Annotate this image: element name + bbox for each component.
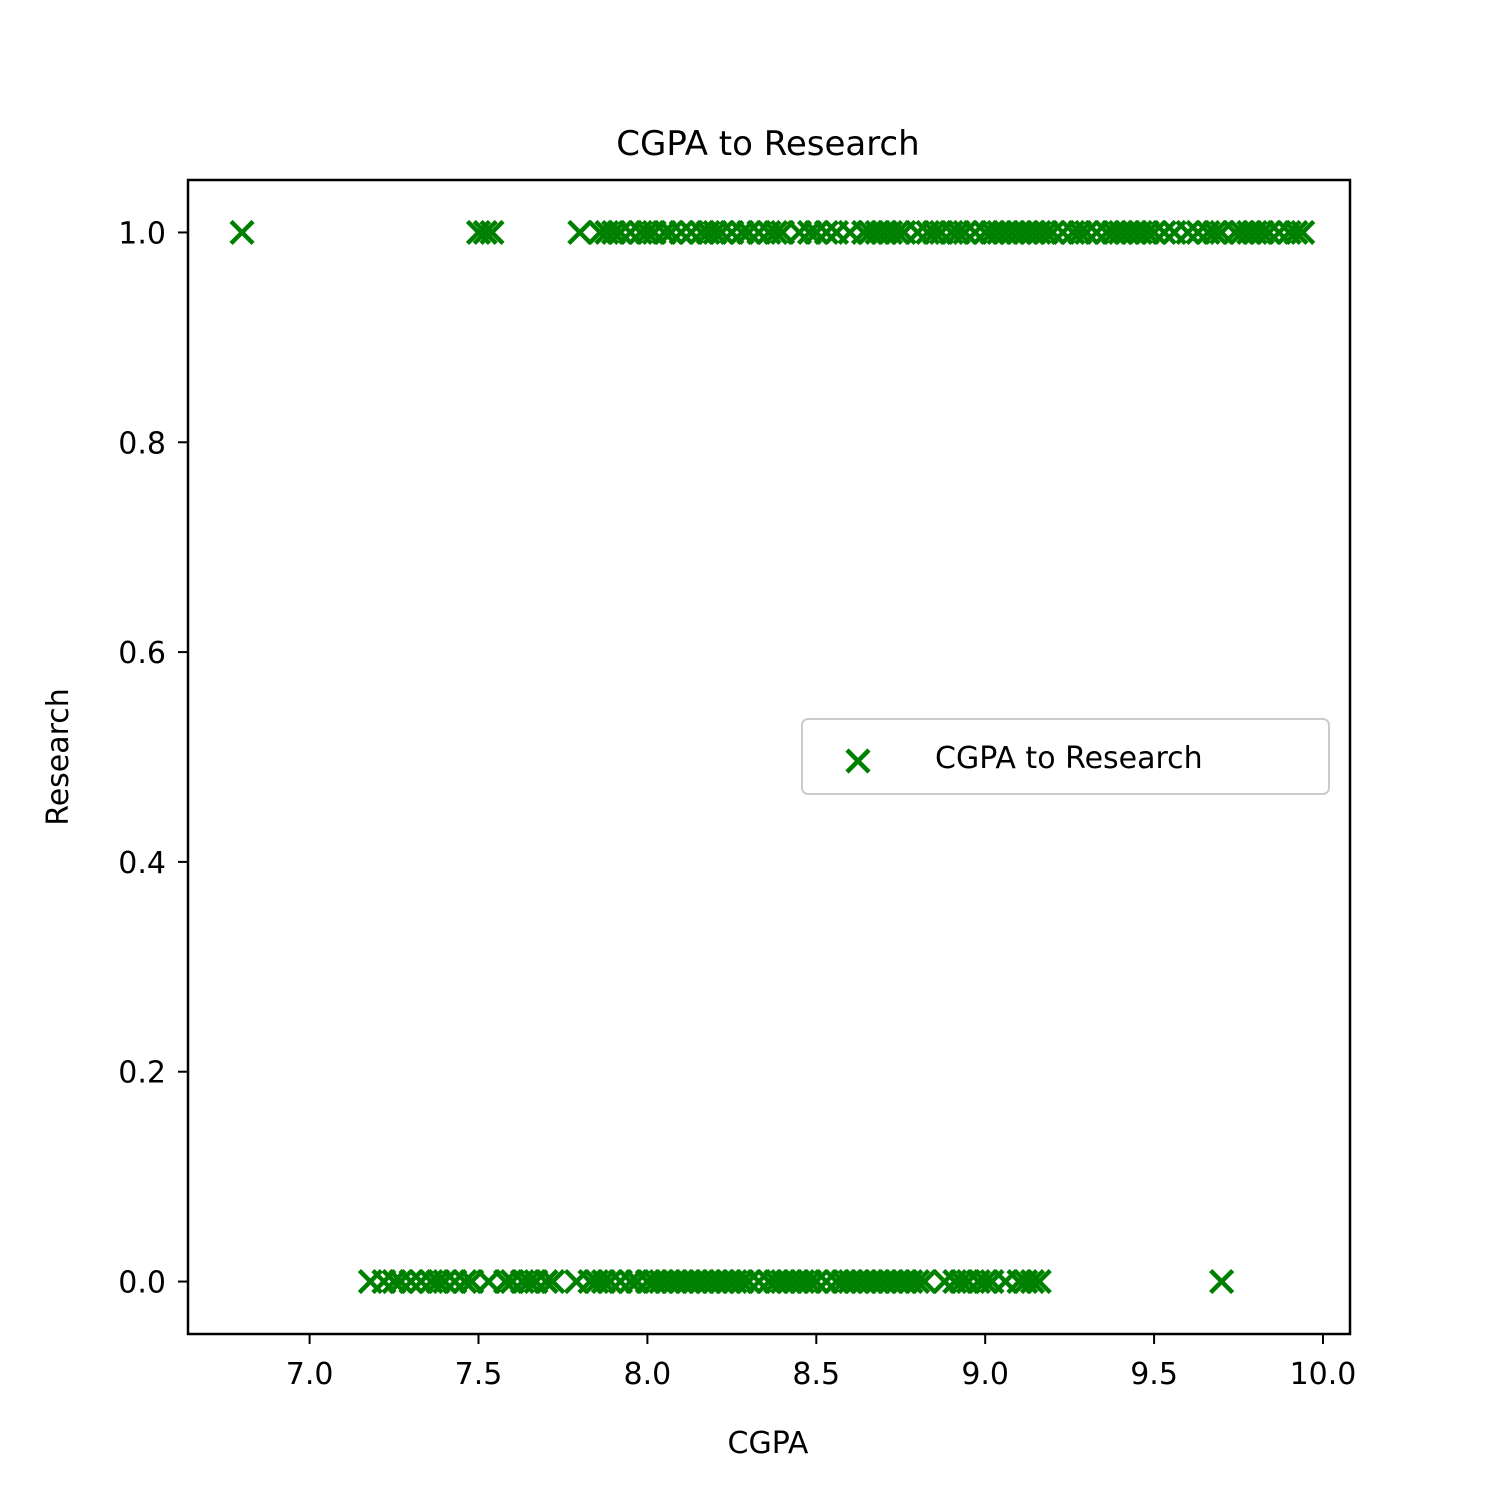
data-point [736, 1268, 762, 1295]
data-point [388, 1268, 414, 1295]
data-point [1202, 219, 1228, 246]
data-point [803, 219, 829, 246]
legend: CGPA to Research [801, 718, 1330, 795]
data-point [1209, 1268, 1235, 1295]
data-point [472, 219, 498, 246]
data-point [607, 219, 633, 246]
x-axis-label: CGPA [728, 1426, 809, 1461]
data-point [479, 219, 505, 246]
data-point [1175, 219, 1201, 246]
chart-title: CGPA to Research [616, 124, 919, 164]
data-point [803, 1268, 829, 1295]
data-point [1283, 219, 1309, 246]
data-point [540, 1268, 566, 1295]
data-point [813, 219, 840, 246]
data-point [1073, 219, 1100, 246]
data-point [1256, 219, 1282, 246]
data-point [952, 219, 978, 246]
data-point [229, 219, 255, 246]
data-point [668, 219, 694, 246]
y-tick-label: 0.0 [118, 1266, 166, 1301]
data-point [1151, 219, 1177, 246]
y-tick-label: 0.2 [118, 1056, 166, 1091]
x-axis-ticks: 7.0 7.5 8.0 8.5 9.0 9.5 10.0 [286, 1334, 1357, 1392]
data-point [884, 219, 910, 246]
legend-box [801, 718, 1330, 795]
legend-label: CGPA to Research [935, 741, 1203, 776]
legend-marker [845, 748, 871, 774]
data-point [1026, 1268, 1052, 1295]
y-tick-label: 0.4 [118, 846, 166, 881]
y-axis-ticks: 0.0 0.2 0.4 0.6 0.8 1.0 [118, 216, 188, 1301]
data-point [911, 1268, 937, 1295]
data-point [452, 1268, 478, 1295]
data-point [1019, 1268, 1046, 1295]
data-point [763, 219, 789, 246]
data-point [658, 219, 684, 246]
x-tick-label: 10.0 [1290, 1357, 1357, 1392]
data-point [1141, 219, 1167, 246]
data-point [972, 1268, 998, 1295]
data-point [736, 219, 762, 246]
data-point [1290, 219, 1316, 246]
data-point [905, 1268, 931, 1295]
data-point [1040, 219, 1066, 246]
x-tick-label: 9.5 [1130, 1357, 1178, 1392]
y-axis-label: Research [41, 688, 76, 826]
data-point [398, 1268, 424, 1295]
y-tick-label: 0.8 [118, 426, 166, 461]
legend-marker-symbol [845, 748, 871, 774]
data-point [533, 1268, 559, 1295]
plot-frame [186, 178, 1352, 1336]
data-point [432, 1268, 458, 1295]
y-tick-label: 0.6 [118, 636, 166, 671]
data-points [229, 219, 1316, 1295]
data-point [709, 219, 735, 246]
y-tick-label: 1.0 [118, 216, 166, 251]
x-tick-label: 9.0 [961, 1357, 1009, 1392]
x-tick-label: 7.0 [286, 1357, 334, 1392]
x-tick-label: 8.0 [624, 1357, 672, 1392]
data-point [567, 219, 593, 246]
x-tick-label: 8.5 [792, 1357, 840, 1392]
x-tick-label: 7.5 [455, 1357, 503, 1392]
data-point [597, 1268, 623, 1295]
